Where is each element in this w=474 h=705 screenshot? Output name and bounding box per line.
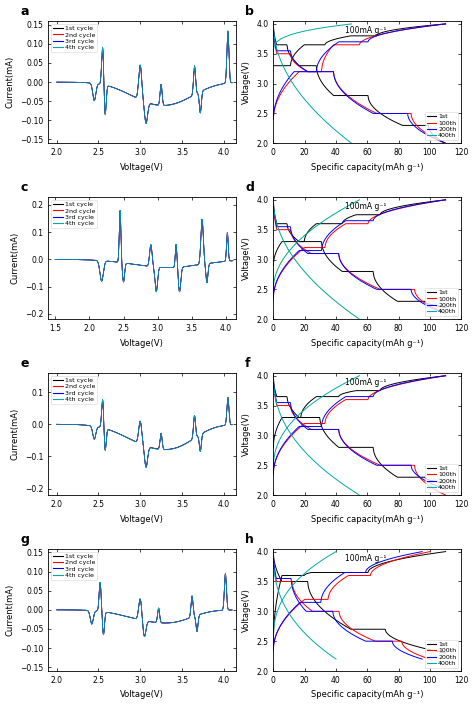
Text: d: d — [245, 181, 254, 195]
Y-axis label: Current(mA): Current(mA) — [10, 407, 19, 460]
Text: 100mA g⁻¹: 100mA g⁻¹ — [345, 378, 386, 386]
Legend: 1st cycle, 2nd cycle, 3rd cycle, 4th cycle: 1st cycle, 2nd cycle, 3rd cycle, 4th cyc… — [52, 376, 97, 404]
Legend: 1st, 100th, 200th, 400th: 1st, 100th, 200th, 400th — [425, 288, 458, 316]
X-axis label: Specific capacity(mAh g⁻¹): Specific capacity(mAh g⁻¹) — [311, 515, 424, 524]
Text: 100mA g⁻¹: 100mA g⁻¹ — [345, 553, 386, 563]
Text: 100mA g⁻¹: 100mA g⁻¹ — [345, 202, 386, 211]
X-axis label: Voltage(V): Voltage(V) — [120, 338, 164, 348]
X-axis label: Specific capacity(mAh g⁻¹): Specific capacity(mAh g⁻¹) — [311, 163, 424, 172]
Legend: 1st cycle, 2nd cycle, 3rd cycle, 4th cycle: 1st cycle, 2nd cycle, 3rd cycle, 4th cyc… — [52, 24, 97, 52]
Text: a: a — [20, 6, 28, 18]
Y-axis label: Voltage(V): Voltage(V) — [242, 588, 251, 632]
Text: b: b — [245, 6, 254, 18]
Y-axis label: Current(mA): Current(mA) — [6, 584, 15, 636]
Legend: 1st, 100th, 200th, 400th: 1st, 100th, 200th, 400th — [425, 464, 458, 492]
Text: h: h — [245, 533, 254, 546]
X-axis label: Specific capacity(mAh g⁻¹): Specific capacity(mAh g⁻¹) — [311, 690, 424, 699]
Legend: 1st, 100th, 200th, 400th: 1st, 100th, 200th, 400th — [425, 640, 458, 668]
Legend: 1st, 100th, 200th, 400th: 1st, 100th, 200th, 400th — [425, 112, 458, 140]
X-axis label: Voltage(V): Voltage(V) — [120, 163, 164, 172]
X-axis label: Voltage(V): Voltage(V) — [120, 690, 164, 699]
Text: e: e — [20, 357, 28, 370]
X-axis label: Voltage(V): Voltage(V) — [120, 515, 164, 524]
Text: g: g — [20, 533, 29, 546]
Text: f: f — [245, 357, 251, 370]
Y-axis label: Current(mA): Current(mA) — [6, 56, 15, 109]
X-axis label: Specific capacity(mAh g⁻¹): Specific capacity(mAh g⁻¹) — [311, 338, 424, 348]
Y-axis label: Voltage(V): Voltage(V) — [242, 236, 251, 280]
Y-axis label: Current(mA): Current(mA) — [10, 232, 19, 284]
Text: c: c — [20, 181, 27, 195]
Text: 100mA g⁻¹: 100mA g⁻¹ — [345, 26, 386, 35]
Legend: 1st cycle, 2nd cycle, 3rd cycle, 4th cycle: 1st cycle, 2nd cycle, 3rd cycle, 4th cyc… — [52, 552, 97, 580]
Legend: 1st cycle, 2nd cycle, 3rd cycle, 4th cycle: 1st cycle, 2nd cycle, 3rd cycle, 4th cyc… — [52, 200, 97, 228]
Y-axis label: Voltage(V): Voltage(V) — [242, 412, 251, 456]
Y-axis label: Voltage(V): Voltage(V) — [242, 60, 251, 104]
